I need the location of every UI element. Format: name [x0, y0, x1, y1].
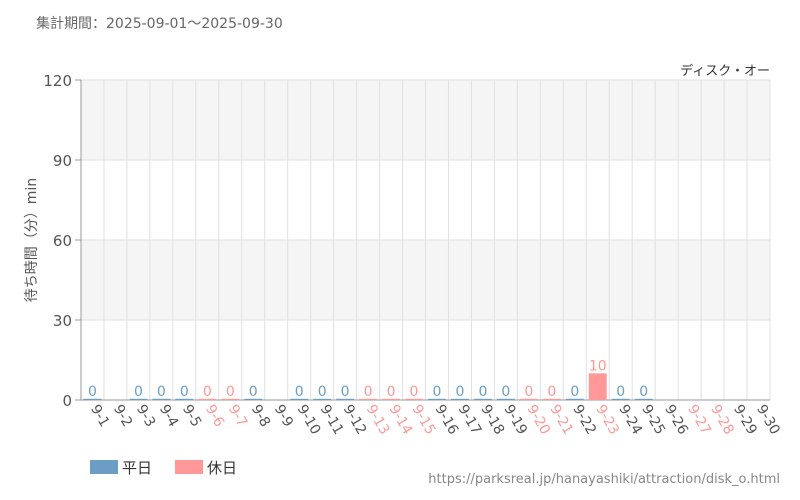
x-tick-label: 9-8: [248, 402, 273, 430]
data-label: 0: [639, 384, 648, 400]
bar: [313, 398, 332, 400]
legend-label: 平日: [122, 459, 152, 477]
y-tick-label: 60: [53, 232, 72, 250]
x-tick-label: 9-27: [684, 402, 714, 438]
data-label: 0: [295, 384, 304, 400]
bar: [450, 398, 469, 400]
x-tick-label: 9-1: [87, 402, 112, 430]
legend-swatch: [175, 460, 203, 474]
bar: [428, 398, 446, 400]
bar: [382, 398, 401, 400]
x-tick-label: 9-11: [317, 402, 347, 438]
x-tick-label: 9-20: [523, 402, 553, 438]
bar: [83, 398, 102, 400]
x-tick-label: 9-19: [500, 402, 530, 438]
y-tick-label: 120: [43, 72, 72, 90]
x-tick-label: 9-30: [753, 402, 783, 438]
bar: [221, 398, 240, 400]
data-label: 0: [157, 384, 166, 400]
x-tick-label: 9-23: [592, 402, 622, 438]
x-tick-label: 9-10: [294, 402, 324, 438]
data-label: 0: [249, 384, 258, 400]
data-label: 0: [524, 384, 533, 400]
x-tick-label: 9-16: [432, 402, 462, 438]
data-label: 0: [433, 384, 442, 400]
x-tick-label: 9-21: [546, 402, 576, 438]
x-tick-label: 9-29: [730, 402, 760, 438]
bar: [496, 398, 515, 400]
y-axis-label: 待ち時間（分）min: [24, 178, 40, 302]
x-tick-label: 9-28: [707, 402, 737, 438]
data-label: 0: [570, 384, 579, 400]
x-tick-label: 9-2: [110, 402, 135, 430]
x-tick-label: 9-17: [454, 402, 484, 438]
x-tick-label: 9-18: [477, 402, 507, 438]
x-tick-label: 9-4: [156, 402, 181, 430]
bar: [129, 398, 148, 400]
bar: [588, 373, 607, 400]
data-label: 0: [410, 384, 419, 400]
y-tick-label: 30: [53, 312, 72, 330]
x-tick-label: 9-13: [363, 402, 393, 438]
data-label: 0: [88, 384, 97, 400]
bar: [198, 398, 217, 400]
bar: [565, 398, 584, 400]
data-label: 0: [364, 384, 373, 400]
data-label: 0: [455, 384, 464, 400]
source-link[interactable]: https://parksreal.jp/hanayashiki/attract…: [428, 472, 780, 487]
x-tick-label: 9-15: [409, 402, 439, 438]
data-label: 0: [616, 384, 625, 400]
bar: [634, 398, 653, 400]
bar: [336, 398, 355, 400]
bar: [519, 398, 538, 400]
chart-title: ディスク・オー: [680, 63, 770, 79]
x-tick-label: 9-26: [661, 402, 691, 438]
data-label: 0: [341, 384, 350, 400]
y-tick-label: 0: [62, 392, 72, 410]
data-label: 0: [478, 384, 487, 400]
legend-swatch: [90, 460, 118, 474]
bar: [611, 398, 630, 400]
data-label: 10: [589, 358, 607, 374]
bar: [290, 398, 309, 400]
data-label: 0: [226, 384, 235, 400]
data-label: 0: [180, 384, 189, 400]
data-label: 0: [203, 384, 212, 400]
bar: [244, 398, 263, 400]
x-tick-label: 9-3: [133, 402, 158, 430]
x-tick-label: 9-14: [386, 402, 416, 438]
data-label: 0: [387, 384, 396, 400]
x-tick-label: 9-12: [340, 402, 370, 438]
x-tick-label: 9-5: [179, 402, 204, 430]
data-label: 0: [547, 384, 556, 400]
x-tick-label: 9-25: [638, 402, 668, 438]
bar: [542, 398, 561, 400]
x-tick-label: 9-6: [202, 402, 227, 430]
x-tick-label: 9-9: [271, 402, 296, 430]
period-label: 集計期間：2025-09-01～2025-09-30: [36, 16, 283, 32]
legend-label: 休日: [207, 459, 237, 477]
bar: [175, 398, 194, 400]
bar: [405, 398, 423, 400]
x-tick-label: 9-7: [225, 402, 250, 430]
x-tick-label: 9-22: [569, 402, 599, 438]
x-tick-label: 9-24: [615, 402, 645, 438]
bar: [473, 398, 492, 400]
y-tick-label: 90: [53, 152, 72, 170]
data-label: 0: [134, 384, 143, 400]
data-label: 0: [318, 384, 327, 400]
data-label: 0: [501, 384, 510, 400]
bar: [359, 398, 378, 400]
bar: [152, 398, 171, 400]
